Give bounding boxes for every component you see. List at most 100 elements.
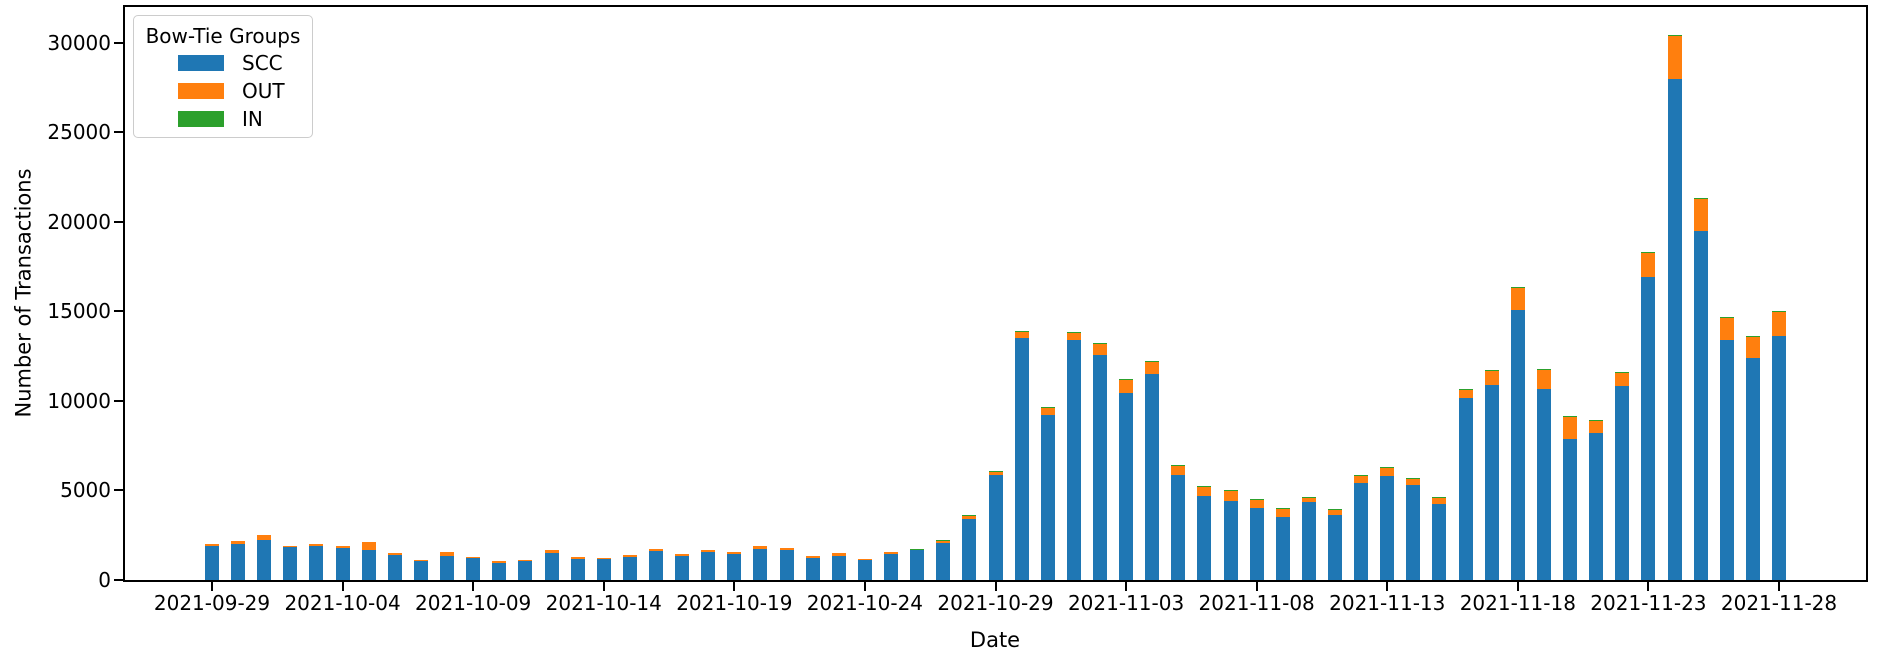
x-tick-label: 2021-10-24 [806,591,924,615]
bar-segment-out [1641,252,1656,278]
bar-segment-out [1249,499,1264,508]
bar-segment-in [1772,310,1786,312]
bar-segment-scc [1171,474,1186,580]
y-tick-label: 15000 [47,299,111,324]
x-tick-label: 2021-11-28 [1720,591,1838,615]
bar-segment-out [466,556,481,558]
legend-swatch-in [178,110,224,127]
bar-segment-out [309,544,324,547]
x-tick-mark [1778,582,1780,591]
x-tick-label: 2021-11-03 [1067,591,1185,615]
bar-segment-scc [1772,336,1786,580]
bar-segment-in [1171,465,1186,466]
x-tick-mark [1516,582,1519,591]
bar-segment-out [779,547,794,551]
bar-segment-in [1510,286,1525,288]
bar-segment-scc [596,559,611,580]
bar-segment-scc [857,559,872,580]
x-tick-mark [472,582,475,591]
bar-segment-in [1197,486,1212,487]
bar-segment-scc [675,555,690,580]
bar-segment-out [1040,407,1055,415]
bar-segment-scc [518,561,533,580]
bar-segment-out [387,552,402,555]
bar-segment-scc [936,543,951,580]
bar-segment-out [335,546,350,549]
bar-segment-scc [1223,500,1238,580]
bar-segment-out [753,546,768,549]
bar-segment-out [1380,467,1395,477]
bar-segment-scc [701,552,716,580]
x-tick-label: 2021-10-14 [545,591,662,615]
bar-segment-scc [544,552,559,580]
bar-segment-scc [831,555,846,580]
bar-segment-scc [727,554,742,580]
bar-segment-out [440,552,455,556]
bar-segment-in [1432,497,1447,498]
bar-segment-scc [1589,433,1604,580]
bar-segment-scc [1040,414,1055,580]
bar-segment-scc [988,474,1003,580]
x-tick-label: 2021-10-09 [415,591,532,615]
x-tick-label: 2021-10-19 [676,591,793,615]
y-tick-label: 0 [98,568,111,592]
bar-segment-in [1641,251,1656,253]
bar-segment-scc [309,546,324,580]
legend-title: Bow-Tie Groups [145,24,301,48]
bar-segment-in [1615,372,1630,373]
bar-segment-in [1589,419,1604,421]
bar-segment-in [1328,509,1343,510]
bar-segment-out [1432,498,1447,505]
bar-segment-out [1693,198,1708,231]
bar-segment-out [1275,508,1290,518]
bar-segment-in [1145,361,1160,363]
legend-swatch-out [178,82,224,99]
bar-segment-out [596,557,611,560]
y-tick-mark [114,131,123,134]
x-tick-mark [733,582,736,591]
bar-segment-out [257,535,272,540]
bar-segment-out [884,552,899,554]
bar-segment-scc [1301,502,1316,580]
bar-segment-out [805,555,820,558]
bar-segment-out [1719,317,1734,341]
bar-segment-scc [962,518,977,580]
bar-segment-in [1458,389,1473,390]
bar-segment-scc [1014,338,1029,580]
bar-segment-scc [1145,373,1160,580]
y-tick-mark [114,41,123,44]
x-tick-label: 2021-11-23 [1590,591,1707,615]
legend-label-in: IN [242,106,263,131]
x-tick-mark [1255,582,1258,591]
x-tick-mark [994,582,997,591]
bar-segment-scc [1484,385,1499,580]
y-tick-label: 10000 [47,388,111,413]
bar-segment-out [1536,369,1551,390]
bar-segment-scc [1197,495,1212,580]
bar-segment-out [1301,497,1316,503]
bar-segment-scc [1563,438,1578,580]
y-tick-mark [114,579,123,581]
bar-segment-scc [1406,485,1421,580]
bar-segment-in [1223,490,1238,491]
bar-segment-scc [205,545,219,580]
bar-segment-out [1145,362,1160,374]
y-tick-label: 30000 [47,30,111,55]
bar-segment-scc [570,558,585,580]
bar-segment-in [1301,496,1316,498]
bar-segment-scc [1119,392,1134,580]
bar-segment-out [675,554,690,556]
x-tick-mark [1125,582,1128,591]
x-axis-label: Date [969,628,1021,652]
y-tick-mark [114,399,123,402]
bar-segment-scc [283,547,298,580]
bar-segment-scc [257,539,272,580]
bar-segment-out [1119,380,1134,393]
y-tick-mark [114,489,123,492]
bar-segment-scc [648,550,663,580]
bar-segment-in [1406,477,1421,479]
bar-segment-out [831,553,846,556]
legend-label-out: OUT [242,78,285,103]
bar-segment-in [962,514,977,516]
